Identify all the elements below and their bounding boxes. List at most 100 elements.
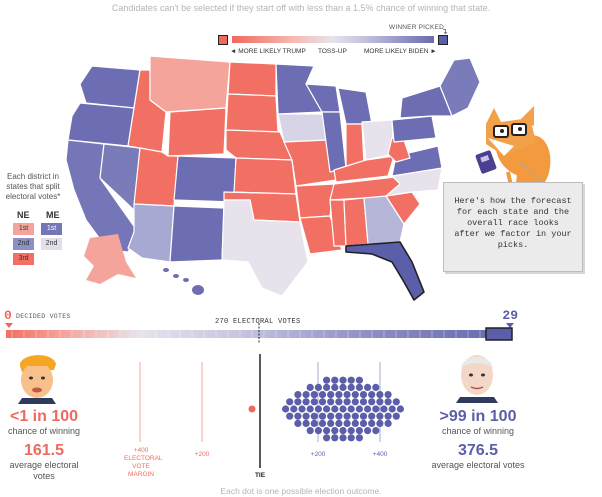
outcome-dot bbox=[323, 383, 331, 391]
state-kentucky[interactable] bbox=[333, 155, 395, 183]
outcome-dot bbox=[290, 405, 298, 413]
ne-district-1st[interactable]: 1st bbox=[13, 223, 34, 235]
state-georgia[interactable] bbox=[363, 195, 405, 245]
state-louisiana[interactable] bbox=[299, 215, 343, 255]
outcome-dot bbox=[355, 405, 363, 413]
outcome-dot bbox=[384, 419, 392, 427]
outcome-dot bbox=[310, 412, 318, 420]
outcome-dot bbox=[294, 391, 302, 399]
state-kansas[interactable] bbox=[233, 157, 297, 195]
outcome-dot bbox=[376, 391, 384, 399]
outcome-dot bbox=[355, 427, 363, 435]
outcome-dot bbox=[310, 419, 318, 427]
me-district-1st[interactable]: 1st bbox=[41, 223, 62, 235]
outcome-dot bbox=[343, 391, 351, 399]
tie-label: TIE bbox=[254, 472, 266, 479]
outcome-dot bbox=[306, 405, 314, 413]
biden-chance-label: chance of winning bbox=[441, 426, 515, 436]
state-montana[interactable] bbox=[149, 55, 231, 113]
outcome-dot bbox=[331, 405, 339, 413]
trump-avg-ev: 161.5 bbox=[23, 442, 65, 459]
outcome-dot bbox=[335, 391, 343, 399]
outcome-dot bbox=[327, 412, 335, 420]
state-florida[interactable] bbox=[345, 241, 425, 301]
state-virginia[interactable] bbox=[391, 145, 443, 177]
outcome-dot bbox=[351, 398, 359, 406]
fox-mascot-icon bbox=[475, 106, 551, 192]
me-district-2nd[interactable]: 2nd bbox=[41, 238, 62, 250]
toss-up-label: TOSS-UP bbox=[318, 48, 347, 55]
outcome-dot bbox=[335, 398, 343, 406]
outcome-dot bbox=[347, 376, 355, 384]
state-washington[interactable] bbox=[79, 65, 141, 109]
outcome-dot bbox=[298, 405, 306, 413]
outcome-dot bbox=[368, 391, 376, 399]
state-pennsylvania[interactable] bbox=[391, 115, 437, 143]
270-electoral-votes-label: 270 ELECTORAL VOTES bbox=[215, 318, 301, 326]
state-iowa[interactable] bbox=[277, 113, 329, 143]
state-hawaii[interactable] bbox=[163, 268, 204, 295]
outcome-dot bbox=[384, 412, 392, 420]
biden-avg-ev: 376.5 bbox=[457, 442, 499, 459]
outcome-dot bbox=[368, 412, 376, 420]
outcome-dot bbox=[331, 383, 339, 391]
outcome-dot bbox=[314, 405, 322, 413]
outcome-dot bbox=[323, 376, 331, 384]
state-michigan[interactable] bbox=[337, 87, 373, 125]
biden-outcome-dots bbox=[282, 376, 404, 442]
outcome-dot bbox=[347, 427, 355, 435]
outcome-dot bbox=[359, 419, 368, 427]
color-legend: WINNER PICKED ↴ ◄ MORE LIKELY TRUMP TOSS… bbox=[218, 24, 448, 58]
outcome-dot bbox=[339, 376, 347, 384]
trump-pointer-icon bbox=[5, 323, 13, 328]
outcome-dot bbox=[302, 391, 310, 399]
outcome-dot bbox=[339, 434, 347, 442]
decided-votes-bar bbox=[6, 323, 513, 344]
biden-chance: >99 in 100 bbox=[439, 408, 517, 425]
outcome-dot bbox=[318, 419, 327, 427]
outcome-dot bbox=[372, 427, 380, 435]
outcome-dot bbox=[286, 412, 294, 420]
outcome-dot bbox=[314, 427, 322, 435]
outcome-dot bbox=[331, 376, 339, 384]
outcome-dot bbox=[306, 427, 314, 435]
outcome-dot bbox=[286, 398, 294, 406]
ne-district-3rd[interactable]: 3rd bbox=[13, 253, 34, 265]
outcome-dot bbox=[343, 398, 351, 406]
outcome-dot bbox=[339, 383, 347, 391]
trump-400-text: +400 bbox=[133, 447, 149, 454]
trump-portrait-icon bbox=[18, 355, 56, 404]
state-arkansas[interactable] bbox=[295, 183, 335, 219]
state-indiana[interactable] bbox=[345, 123, 365, 167]
us-electoral-map bbox=[65, 55, 551, 301]
outcome-dot bbox=[368, 398, 376, 406]
outcome-dot bbox=[318, 391, 327, 399]
state-oregon[interactable] bbox=[67, 102, 135, 147]
trump-margin-caption: ELECTORAL VOTE MARGIN bbox=[124, 455, 163, 478]
state-south-dakota[interactable] bbox=[225, 93, 279, 133]
state-texas[interactable] bbox=[221, 199, 309, 297]
forecast-callout: Here's how the forecast for each state a… bbox=[443, 182, 583, 272]
state-new-england[interactable] bbox=[439, 57, 481, 117]
state-new-york[interactable] bbox=[399, 85, 453, 119]
instruction-note: Candidates can't be selected if they sta… bbox=[111, 3, 491, 13]
outcome-dot bbox=[359, 398, 368, 406]
state-north-dakota[interactable] bbox=[227, 61, 277, 97]
state-wyoming[interactable] bbox=[167, 107, 227, 157]
state-arizona[interactable] bbox=[127, 203, 175, 263]
state-new-mexico[interactable] bbox=[169, 205, 225, 263]
outcome-dot bbox=[376, 419, 384, 427]
me-title: ME bbox=[46, 210, 60, 220]
state-alaska[interactable] bbox=[84, 234, 136, 284]
outcome-dot bbox=[347, 383, 355, 391]
state-utah[interactable] bbox=[133, 147, 179, 207]
outcome-dot bbox=[331, 434, 339, 442]
outcome-dot bbox=[294, 419, 302, 427]
state-missouri[interactable] bbox=[283, 139, 337, 187]
trump-avg-ev-label: average electoral votes bbox=[9, 460, 79, 481]
outcome-dot bbox=[314, 383, 322, 391]
outcome-dot bbox=[294, 412, 302, 420]
outcome-dot bbox=[368, 419, 376, 427]
outcome-dot bbox=[339, 405, 347, 413]
ne-district-2nd[interactable]: 2nd bbox=[13, 238, 34, 250]
